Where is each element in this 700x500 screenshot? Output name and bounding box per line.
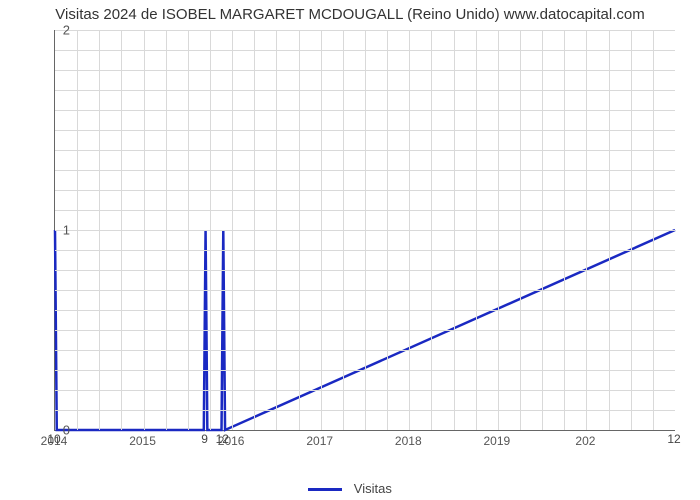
y-tick-label: 1 — [30, 223, 70, 238]
x-minor-gridline — [542, 30, 543, 430]
x-minor-gridline — [276, 30, 277, 430]
data-point-label: 12 — [667, 432, 680, 446]
x-gridline — [232, 30, 233, 430]
visits-line-chart: Visitas 2024 de ISOBEL MARGARET MCDOUGAL… — [0, 0, 700, 500]
x-minor-gridline — [188, 30, 189, 430]
x-gridline — [409, 30, 410, 430]
data-point-label: 9 — [201, 432, 208, 446]
x-minor-gridline — [254, 30, 255, 430]
x-minor-gridline — [387, 30, 388, 430]
x-minor-gridline — [365, 30, 366, 430]
x-gridline — [498, 30, 499, 430]
x-gridline — [321, 30, 322, 430]
x-minor-gridline — [99, 30, 100, 430]
x-tick-label: 202 — [575, 434, 595, 448]
x-tick-label: 2017 — [306, 434, 333, 448]
legend-swatch — [308, 488, 342, 491]
x-minor-gridline — [77, 30, 78, 430]
x-minor-gridline — [454, 30, 455, 430]
x-minor-gridline — [166, 30, 167, 430]
x-minor-gridline — [564, 30, 565, 430]
y-tick-label: 2 — [30, 23, 70, 38]
plot-area — [54, 30, 675, 431]
x-gridline — [144, 30, 145, 430]
x-minor-gridline — [653, 30, 654, 430]
x-minor-gridline — [609, 30, 610, 430]
legend-label: Visitas — [354, 481, 392, 496]
chart-title: Visitas 2024 de ISOBEL MARGARET MCDOUGAL… — [0, 6, 700, 23]
data-point-label: 10 — [47, 432, 60, 446]
x-minor-gridline — [121, 30, 122, 430]
x-minor-gridline — [343, 30, 344, 430]
x-minor-gridline — [476, 30, 477, 430]
legend: Visitas — [0, 481, 700, 496]
x-minor-gridline — [210, 30, 211, 430]
data-point-label: 12 — [216, 432, 229, 446]
x-minor-gridline — [520, 30, 521, 430]
x-tick-label: 2015 — [129, 434, 156, 448]
x-tick-label: 2018 — [395, 434, 422, 448]
x-minor-gridline — [431, 30, 432, 430]
x-minor-gridline — [631, 30, 632, 430]
x-minor-gridline — [299, 30, 300, 430]
x-gridline — [586, 30, 587, 430]
x-tick-label: 2019 — [483, 434, 510, 448]
